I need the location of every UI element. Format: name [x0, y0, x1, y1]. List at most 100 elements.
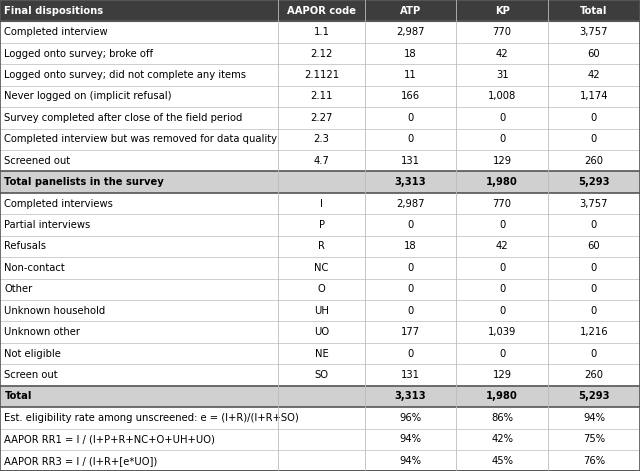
Bar	[0, 214, 278, 236]
Text: 42: 42	[496, 49, 508, 58]
Bar	[548, 279, 640, 300]
Text: 2,987: 2,987	[396, 27, 425, 37]
Text: UH: UH	[314, 306, 329, 316]
Bar	[0, 257, 278, 279]
Text: 0: 0	[591, 349, 597, 358]
Text: 18: 18	[404, 242, 417, 252]
Bar	[548, 107, 640, 129]
Text: NE: NE	[315, 349, 328, 358]
Text: Total: Total	[4, 391, 32, 401]
Bar	[365, 279, 456, 300]
Bar	[278, 107, 365, 129]
Bar	[278, 193, 365, 214]
Bar	[456, 257, 548, 279]
Bar	[548, 86, 640, 107]
Text: Survey completed after close of the field period: Survey completed after close of the fiel…	[4, 113, 243, 123]
Text: ATP: ATP	[400, 6, 421, 16]
Text: AAPOR RR3 = I / (I+R+[e*UO]): AAPOR RR3 = I / (I+R+[e*UO])	[4, 456, 157, 466]
Bar	[456, 450, 548, 471]
Text: Logged onto survey; did not complete any items: Logged onto survey; did not complete any…	[4, 70, 246, 80]
Text: Screen out: Screen out	[4, 370, 58, 380]
Text: 0: 0	[499, 306, 505, 316]
Text: 0: 0	[408, 113, 413, 123]
Bar	[456, 236, 548, 257]
Bar	[456, 343, 548, 365]
Bar	[0, 429, 278, 450]
Bar	[548, 321, 640, 343]
Bar	[456, 386, 548, 407]
Text: 5,293: 5,293	[578, 177, 610, 187]
Text: 770: 770	[493, 27, 511, 37]
Bar	[548, 150, 640, 171]
Text: 1.1: 1.1	[314, 27, 330, 37]
Text: Screened out: Screened out	[4, 156, 70, 166]
Text: 60: 60	[588, 49, 600, 58]
Bar	[456, 107, 548, 129]
Bar	[278, 150, 365, 171]
Text: KP: KP	[495, 6, 509, 16]
Bar	[278, 236, 365, 257]
Text: 3,757: 3,757	[580, 27, 608, 37]
Bar	[0, 386, 278, 407]
Bar	[0, 236, 278, 257]
Bar	[548, 236, 640, 257]
Text: 1,980: 1,980	[486, 391, 518, 401]
Text: 0: 0	[499, 263, 505, 273]
Text: 131: 131	[401, 370, 420, 380]
Bar	[0, 0, 278, 21]
Bar	[548, 171, 640, 193]
Bar	[365, 86, 456, 107]
Bar	[548, 21, 640, 43]
Bar	[456, 171, 548, 193]
Text: 2.3: 2.3	[314, 134, 330, 144]
Text: 3,313: 3,313	[395, 177, 426, 187]
Bar	[456, 193, 548, 214]
Bar	[456, 64, 548, 86]
Text: 0: 0	[591, 113, 597, 123]
Bar	[365, 21, 456, 43]
Bar	[365, 365, 456, 386]
Bar	[278, 86, 365, 107]
Text: 94%: 94%	[583, 413, 605, 423]
Bar	[0, 365, 278, 386]
Text: 1,174: 1,174	[580, 91, 608, 101]
Text: Not eligible: Not eligible	[4, 349, 61, 358]
Bar	[0, 343, 278, 365]
Text: 75%: 75%	[583, 434, 605, 444]
Text: 94%: 94%	[399, 456, 422, 466]
Text: I: I	[320, 199, 323, 209]
Text: Est. eligibility rate among unscreened: e = (I+R)/(I+R+SO): Est. eligibility rate among unscreened: …	[4, 413, 300, 423]
Text: 76%: 76%	[583, 456, 605, 466]
Text: 131: 131	[401, 156, 420, 166]
Bar	[456, 86, 548, 107]
Text: Logged onto survey; broke off: Logged onto survey; broke off	[4, 49, 154, 58]
Bar	[365, 429, 456, 450]
Bar	[456, 321, 548, 343]
Text: NC: NC	[314, 263, 329, 273]
Bar	[278, 450, 365, 471]
Bar	[456, 365, 548, 386]
Bar	[278, 129, 365, 150]
Bar	[456, 129, 548, 150]
Bar	[278, 214, 365, 236]
Text: 0: 0	[499, 349, 505, 358]
Text: 60: 60	[588, 242, 600, 252]
Bar	[278, 407, 365, 429]
Text: 3,757: 3,757	[580, 199, 608, 209]
Bar	[0, 407, 278, 429]
Bar	[548, 386, 640, 407]
Bar	[278, 0, 365, 21]
Bar	[456, 279, 548, 300]
Bar	[278, 386, 365, 407]
Text: 18: 18	[404, 49, 417, 58]
Text: 4.7: 4.7	[314, 156, 330, 166]
Bar	[456, 150, 548, 171]
Text: 0: 0	[591, 134, 597, 144]
Bar	[365, 236, 456, 257]
Bar	[278, 429, 365, 450]
Bar	[548, 193, 640, 214]
Bar	[365, 343, 456, 365]
Text: Unknown household: Unknown household	[4, 306, 106, 316]
Text: Other: Other	[4, 284, 33, 294]
Bar	[278, 300, 365, 322]
